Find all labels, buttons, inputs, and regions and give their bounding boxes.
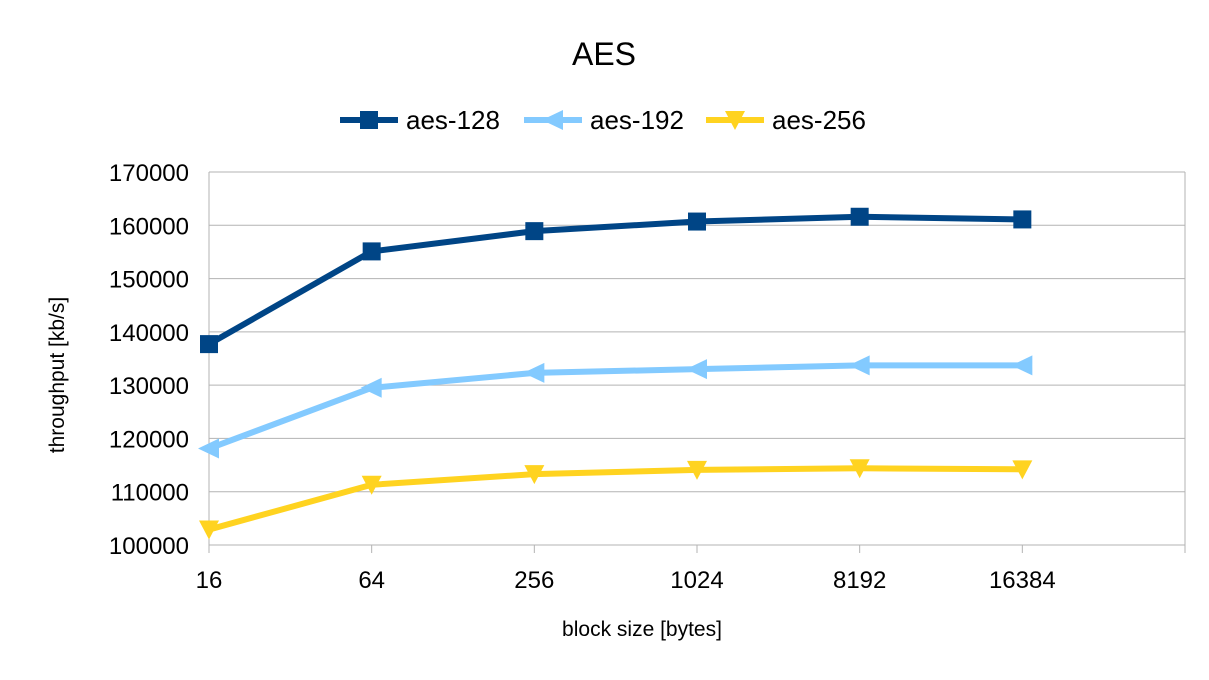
y-tick-label: 170000	[109, 160, 189, 187]
y-tick-label: 120000	[109, 426, 189, 453]
data-point	[849, 459, 870, 479]
legend-label: aes-128	[406, 105, 500, 135]
legend: aes-128 aes-192 aes-256	[340, 105, 866, 135]
data-point	[1012, 460, 1033, 480]
data-point	[199, 520, 219, 540]
x-tick-label: 256	[514, 567, 554, 594]
legend-item-aes-192: aes-192	[524, 105, 684, 135]
legend-marker	[725, 111, 745, 130]
legend-marker	[542, 110, 563, 130]
y-tick-label: 130000	[109, 373, 189, 400]
data-point	[688, 212, 706, 231]
data-point	[524, 465, 545, 485]
y-tick-label: 140000	[109, 320, 189, 347]
series-line	[206, 465, 1026, 533]
legend-item-aes-256: aes-256	[706, 105, 866, 135]
legend-label: aes-256	[772, 105, 866, 135]
chart-title: AES	[572, 36, 636, 72]
legend-label: aes-192	[590, 105, 684, 135]
y-tick-label: 100000	[109, 533, 189, 560]
y-tick-label: 160000	[109, 213, 189, 240]
data-point	[687, 460, 707, 480]
y-tick-labels: 100000 110000 120000 130000 140000 150000 1600…	[109, 160, 189, 560]
x-tick-label: 64	[358, 567, 385, 594]
x-tick-label: 8192	[833, 567, 886, 594]
series-layer	[198, 207, 1033, 540]
x-tick-label: 1024	[670, 567, 723, 594]
data-point	[360, 377, 382, 398]
data-point	[848, 355, 870, 376]
legend-marker	[360, 111, 378, 129]
series-line	[206, 213, 1026, 348]
x-tick-labels: 16 64 256 1024 8192 16384	[196, 567, 1056, 594]
data-point	[525, 222, 544, 241]
data-point	[1011, 355, 1033, 376]
axes	[208, 172, 1186, 553]
series-line	[206, 362, 1026, 452]
y-tick-label: 110000	[111, 480, 189, 507]
series-aes-256	[199, 459, 1033, 540]
data-point	[686, 359, 707, 380]
series-aes-192	[198, 355, 1033, 459]
data-point	[1013, 210, 1032, 229]
data-point	[850, 207, 869, 226]
x-tick-label: 16384	[989, 567, 1056, 594]
y-axis-label: throughput [kb/s]	[46, 297, 69, 453]
data-point	[362, 242, 381, 261]
data-point	[361, 475, 382, 495]
data-point	[523, 362, 545, 383]
series-aes-128	[200, 207, 1032, 354]
y-tick-label: 150000	[109, 267, 189, 294]
data-point	[200, 335, 218, 354]
data-point	[198, 438, 219, 459]
legend-item-aes-128: aes-128	[340, 105, 500, 135]
x-axis-label: block size [bytes]	[562, 618, 722, 641]
x-tick-label: 16	[196, 567, 223, 594]
